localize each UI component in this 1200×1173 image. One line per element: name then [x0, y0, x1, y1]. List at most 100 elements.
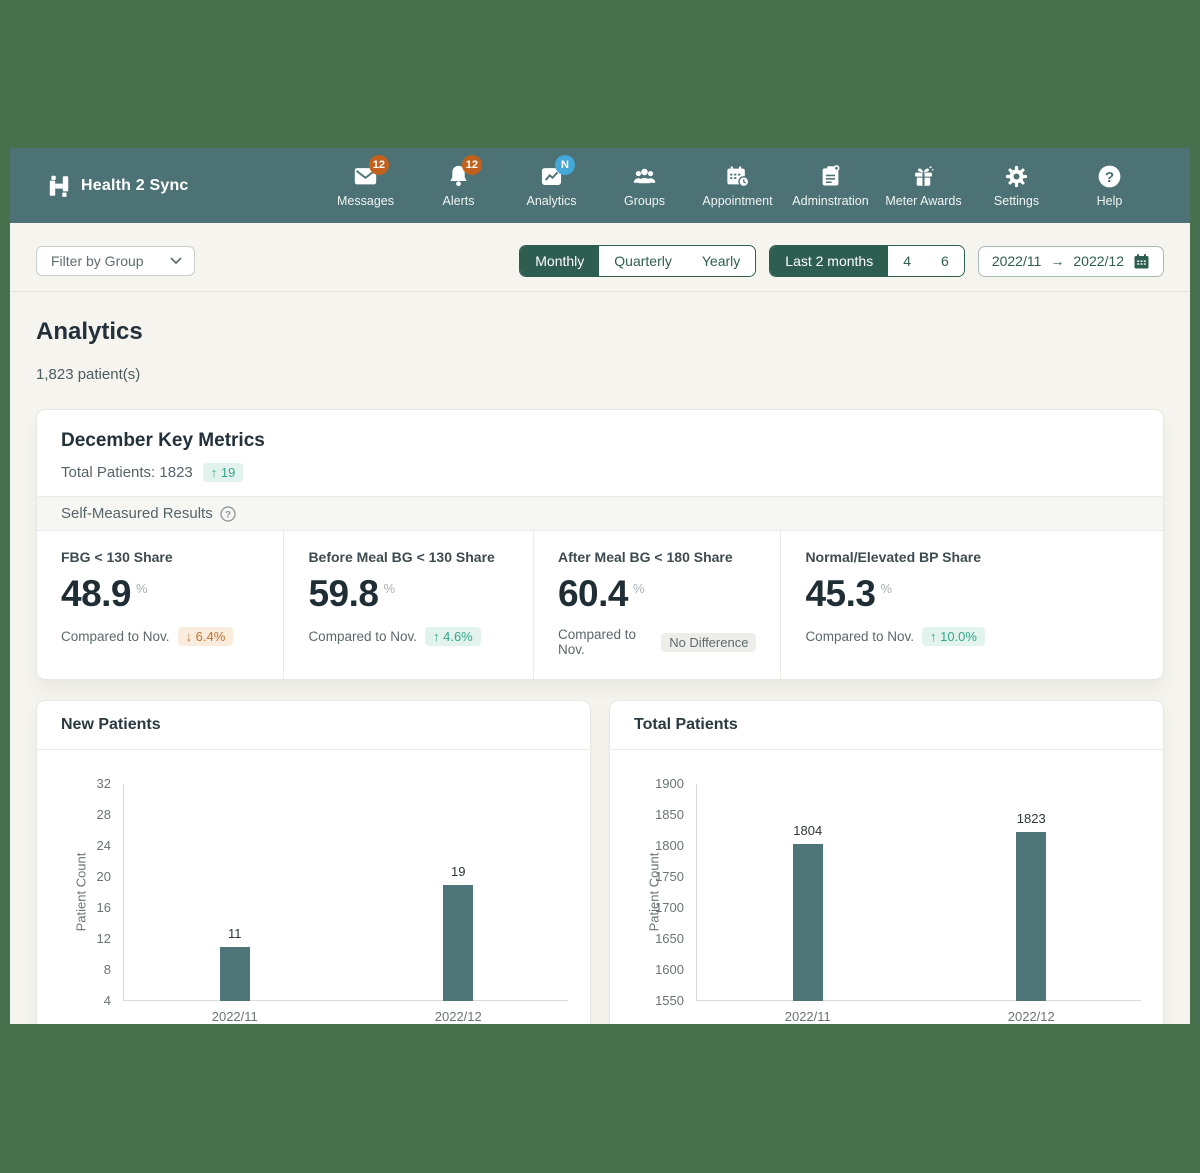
- period-option-monthly[interactable]: Monthly: [520, 246, 599, 276]
- filter-controls: MonthlyQuarterlyYearly Last 2 months46 2…: [519, 245, 1164, 277]
- metric-tile-fbg-130-share: FBG < 130 Share 48.9% Compared to Nov. ↓ 6.…: [37, 531, 283, 679]
- top-navbar: Health 2 Sync 12 Messages 12 Alerts NAnalyti…: [10, 148, 1190, 223]
- x-tick: 2022/11: [190, 1009, 280, 1024]
- range-toggle: Last 2 months46: [769, 245, 965, 277]
- metric-value: 60.4: [558, 573, 628, 614]
- x-tick: 2022/11: [763, 1009, 853, 1024]
- bar-value-label: 11: [205, 926, 265, 941]
- app-window: Health 2 Sync 12Messages12AlertsNAnalyti…: [10, 148, 1190, 1024]
- metric-tile-normal-elevated-bp-share: Normal/Elevated BP Share45.3%Compared to…: [780, 531, 1163, 679]
- key-metrics-title: December Key Metrics: [61, 430, 1139, 452]
- bar-value-label: 19: [428, 864, 488, 879]
- total-patients-delta-badge: ↑ 19: [203, 463, 244, 482]
- chart-card-new-patients: New PatientsPatient Count322824201612841…: [36, 700, 591, 1024]
- metric-tiles: FBG < 130 Share 48.9% Compared to Nov. ↓ 6.…: [37, 531, 1163, 679]
- page-title: Analytics: [36, 318, 1164, 346]
- compare-label: Compared to Nov.: [61, 629, 170, 644]
- nav-label-meter-awards: Meter Awards: [885, 194, 961, 208]
- nav-item-meter-awards[interactable]: Meter Awards: [877, 163, 970, 208]
- metric-delta-badge: ↓ 6.4%: [178, 627, 234, 646]
- nav-badge-analytics: N: [555, 155, 575, 175]
- group-filter-label: Filter by Group: [51, 253, 144, 269]
- help-circle-icon[interactable]: ?: [220, 506, 236, 522]
- date-range-end: 2022/12: [1073, 253, 1124, 269]
- period-toggle: MonthlyQuarterlyYearly: [519, 245, 756, 277]
- metric-label: FBG < 130 Share: [61, 549, 259, 565]
- nav-label-settings: Settings: [994, 194, 1039, 208]
- date-range-start: 2022/11: [992, 253, 1042, 269]
- metric-tile-after-meal-bg-180-share: After Meal BG < 180 Share60.4%Compared t…: [533, 531, 780, 679]
- nav-label-messages: Messages: [337, 194, 394, 208]
- nav-item-help[interactable]: ? Help: [1063, 163, 1156, 208]
- plot-area: [123, 784, 568, 1001]
- metric-unit: %: [136, 581, 148, 596]
- date-range-picker[interactable]: 2022/11 → 2022/12: [978, 246, 1164, 277]
- period-option-yearly[interactable]: Yearly: [687, 246, 755, 276]
- y-axis-label: Patient Count: [74, 853, 89, 932]
- nav-item-groups[interactable]: Groups: [598, 163, 691, 208]
- charts-row: New PatientsPatient Count322824201612841…: [36, 700, 1164, 1024]
- plot-area: [696, 784, 1141, 1001]
- y-tick: 4: [37, 993, 111, 1008]
- nav-item-appointment[interactable]: Appointment: [691, 163, 784, 208]
- help-icon: ?: [1096, 163, 1123, 190]
- nav-item-alerts[interactable]: 12 Alerts: [412, 163, 505, 208]
- groups-icon: [631, 163, 658, 190]
- metric-unit: %: [633, 581, 645, 596]
- period-option-quarterly[interactable]: Quarterly: [599, 246, 687, 276]
- calendar-icon: [1133, 253, 1150, 270]
- bar-value-label: 1823: [1001, 811, 1061, 826]
- y-tick: 20: [37, 869, 111, 884]
- metric-unit: %: [383, 581, 395, 596]
- y-tick: 1600: [610, 962, 684, 977]
- nav-item-settings[interactable]: Settings: [970, 163, 1063, 208]
- nav-badge-messages: 12: [369, 155, 389, 175]
- bar-2022-11: [793, 844, 823, 1001]
- app-logo[interactable]: Health 2 Sync: [46, 173, 189, 199]
- envelope-icon: 12: [352, 163, 379, 190]
- metric-delta-badge: ↑ 10.0%: [922, 627, 985, 646]
- range-option-6[interactable]: 6: [926, 246, 964, 276]
- range-option-4[interactable]: 4: [888, 246, 926, 276]
- metric-value: 48.9: [61, 573, 131, 614]
- compare-label: Compared to Nov.: [558, 627, 653, 657]
- range-option-last-2-months[interactable]: Last 2 months: [770, 246, 888, 276]
- y-tick: 1550: [610, 993, 684, 1008]
- bar-2022-12: [443, 885, 473, 1001]
- nav-label-adminstration: Adminstration: [792, 194, 868, 208]
- metric-unit: %: [880, 581, 892, 596]
- chart-area: Patient Count190018501800175017001650160…: [610, 750, 1163, 1024]
- bar-2022-12: [1016, 832, 1046, 1001]
- bar-2022-11: [220, 947, 250, 1001]
- chart-title: Total Patients: [610, 701, 1163, 750]
- analytics-chart-icon: N: [538, 163, 565, 190]
- nav-menu: 12 Messages 12 Alerts NAnalytics Groups Appoin…: [319, 163, 1156, 208]
- arrow-right-icon: →: [1050, 253, 1064, 269]
- clipboard-plus-icon: [817, 163, 844, 190]
- nav-label-help: Help: [1097, 194, 1123, 208]
- nav-item-messages[interactable]: 12 Messages: [319, 163, 412, 208]
- y-tick: 24: [37, 838, 111, 853]
- nav-item-adminstration[interactable]: Adminstration: [784, 163, 877, 208]
- group-filter-select[interactable]: Filter by Group: [36, 246, 195, 276]
- nav-label-appointment: Appointment: [702, 194, 772, 208]
- compare-label: Compared to Nov.: [308, 629, 417, 644]
- nav-label-alerts: Alerts: [443, 194, 475, 208]
- nav-label-groups: Groups: [624, 194, 665, 208]
- metric-tile-before-meal-bg-130-share: Before Meal BG < 130 Share59.8%Compared …: [283, 531, 533, 679]
- bar-value-label: 1804: [778, 823, 838, 838]
- y-tick: 8: [37, 962, 111, 977]
- self-measured-results-band: Self-Measured Results ?: [37, 496, 1163, 531]
- gift-icon: [910, 163, 937, 190]
- bell-icon: 12: [445, 163, 472, 190]
- y-tick: 12: [37, 931, 111, 946]
- calendar-clock-icon: [724, 163, 751, 190]
- nav-item-analytics[interactable]: NAnalytics: [505, 163, 598, 208]
- chevron-down-icon: [170, 257, 182, 265]
- y-tick: 1800: [610, 838, 684, 853]
- y-tick: 28: [37, 807, 111, 822]
- y-tick: 16: [37, 900, 111, 915]
- metric-delta-badge: No Difference: [661, 633, 756, 652]
- x-tick: 2022/12: [413, 1009, 503, 1024]
- self-measured-results-label: Self-Measured Results: [61, 505, 213, 522]
